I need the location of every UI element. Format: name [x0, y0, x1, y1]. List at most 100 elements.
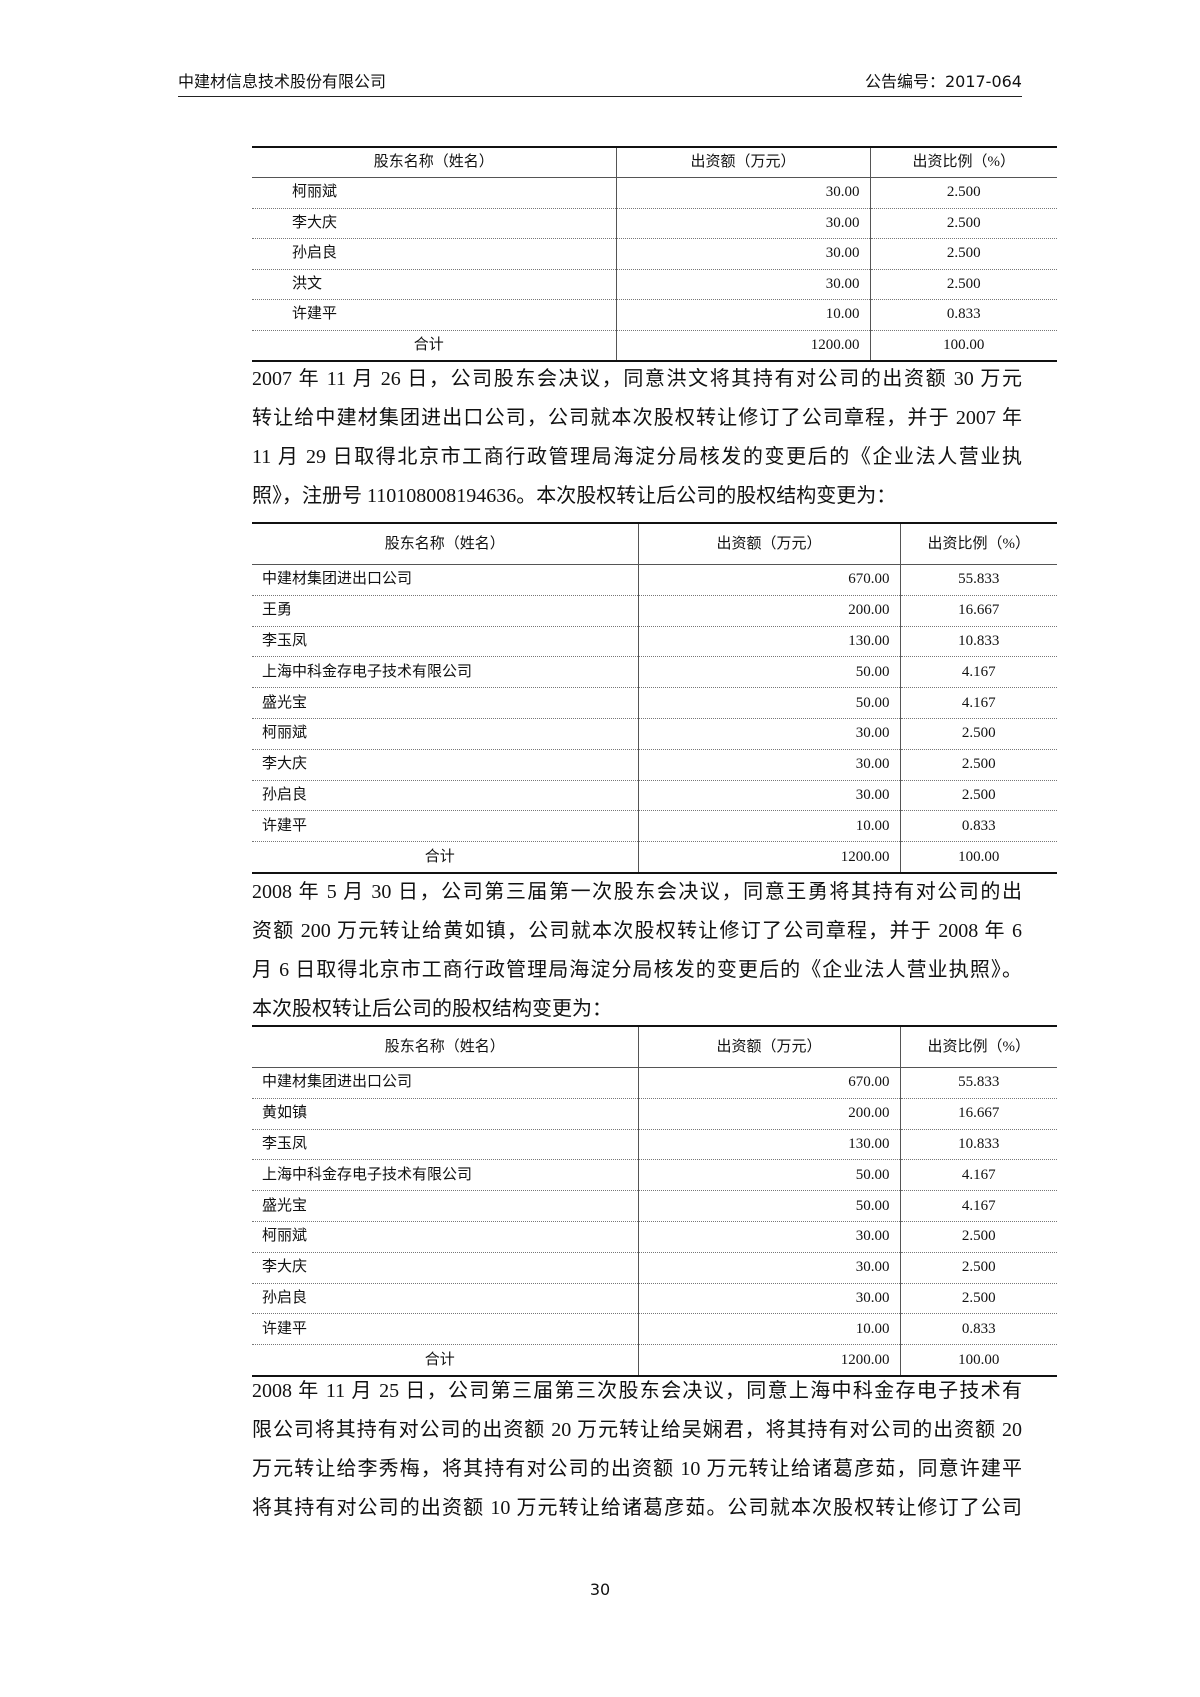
shareholder-table: 股东名称（姓名） 出资额（万元） 出资比例（%） 柯丽斌 30.00 2.500 李大庆 30… [252, 146, 1057, 362]
ratio: 0.833 [869, 299, 1057, 331]
table-row: 许建平 10.00 0.833 [252, 810, 1057, 843]
amount: 50.00 [637, 1190, 900, 1222]
ratio: 100.00 [899, 841, 1057, 874]
table-row: 柯丽斌 30.00 2.500 [252, 177, 1057, 209]
text-line: 资额 200 万元转让给黄如镇，公司就本次股权转让修订了公司章程，并于 2008… [252, 920, 1022, 942]
amount: 30.00 [615, 238, 870, 270]
header-row: 股东名称（姓名） 出资额（万元） 出资比例（%） [252, 1026, 1057, 1068]
table-row: 王勇 200.00 16.667 [252, 595, 1057, 627]
header-rule [178, 96, 1022, 97]
shareholder-name: 孙启良 [252, 238, 616, 270]
ratio: 55.833 [899, 564, 1057, 596]
ratio: 2.500 [899, 749, 1057, 781]
shareholder-name: 李玉凤 [252, 626, 638, 658]
amount: 1200.00 [637, 1344, 900, 1377]
shareholder-name: 许建平 [252, 1313, 638, 1346]
table-row: 洪文 30.00 2.500 [252, 269, 1057, 300]
ratio: 4.167 [899, 687, 1057, 719]
text-line: 11 月 29 日取得北京市工商行政管理局海淀分局核发的变更后的《企业法人营业执 [252, 446, 1022, 468]
text-line: 2007 年 11 月 26 日，公司股东会决议，同意洪文将其持有对公司的出资额… [252, 368, 1022, 390]
table-row: 黄如镇 200.00 16.667 [252, 1098, 1057, 1130]
shareholder-name: 许建平 [252, 299, 616, 331]
ratio: 2.500 [869, 269, 1057, 300]
shareholder-name: 李大庆 [252, 1252, 638, 1284]
amount: 130.00 [637, 626, 900, 658]
ratio: 2.500 [899, 1283, 1057, 1315]
table-row: 合计 1200.00 100.00 [252, 330, 1057, 362]
shareholder-name: 柯丽斌 [252, 1221, 638, 1253]
table-row: 柯丽斌 30.00 2.500 [252, 718, 1057, 750]
text-line: 转让给中建材集团进出口公司，公司就本次股权转让修订了公司章程，并于 2007 年 [252, 407, 1022, 429]
shareholder-name: 合计 [252, 841, 638, 874]
table-row: 盛光宝 50.00 4.167 [252, 1190, 1057, 1222]
table-row: 孙启良 30.00 2.500 [252, 238, 1057, 270]
paragraph: 2008 年 5 月 30 日，公司第三届第一次股东会决议，同意王勇将其持有对公… [252, 873, 1022, 1029]
ratio: 2.500 [869, 238, 1057, 270]
ratio: 100.00 [869, 330, 1057, 362]
text-line: 2008 年 11 月 25 日，公司第三届第三次股东会决议，同意上海中科金存电… [252, 1380, 1022, 1402]
amount: 50.00 [637, 1159, 900, 1192]
shareholder-name: 盛光宝 [252, 1190, 638, 1222]
amount: 30.00 [637, 718, 900, 750]
shareholder-table: 股东名称（姓名） 出资额（万元） 出资比例（%） 中建材集团进出口公司 670.00 55… [252, 522, 1057, 874]
header-company: 中建材信息技术股份有限公司 [178, 72, 387, 91]
shareholder-name: 王勇 [252, 595, 638, 627]
ratio: 0.833 [899, 1313, 1057, 1346]
amount: 670.00 [637, 1067, 900, 1099]
amount: 10.00 [637, 1313, 900, 1346]
amount: 130.00 [637, 1129, 900, 1161]
shareholder-name: 中建材集团进出口公司 [252, 1067, 638, 1099]
ratio: 4.167 [899, 656, 1057, 689]
shareholder-name: 洪文 [252, 269, 616, 300]
shareholder-name: 孙启良 [252, 1283, 638, 1315]
amount: 30.00 [615, 177, 870, 209]
text-line: 本次股权转让后公司的股权结构变更为： [252, 998, 612, 1020]
shareholder-name: 许建平 [252, 810, 638, 843]
ratio: 2.500 [899, 1221, 1057, 1253]
table-row: 中建材集团进出口公司 670.00 55.833 [252, 1067, 1057, 1099]
amount: 30.00 [637, 1252, 900, 1284]
shareholder-name: 黄如镇 [252, 1098, 638, 1130]
shareholder-name: 李大庆 [252, 208, 616, 239]
ratio: 10.833 [899, 626, 1057, 658]
shareholder-name: 中建材集团进出口公司 [252, 564, 638, 596]
column-header: 股东名称（姓名） [252, 523, 638, 565]
column-header: 出资额（万元） [615, 147, 870, 178]
amount: 50.00 [637, 656, 900, 689]
shareholder-name: 柯丽斌 [252, 177, 616, 209]
column-header: 出资比例（%） [899, 1026, 1057, 1068]
ratio: 4.167 [899, 1190, 1057, 1222]
amount: 10.00 [637, 810, 900, 843]
shareholder-name: 合计 [252, 1344, 638, 1377]
ratio: 2.500 [869, 208, 1057, 239]
table-row: 盛光宝 50.00 4.167 [252, 687, 1057, 719]
ratio: 16.667 [899, 595, 1057, 627]
ratio: 55.833 [899, 1067, 1057, 1099]
shareholder-name: 合计 [252, 330, 616, 362]
table-row: 许建平 10.00 0.833 [252, 1313, 1057, 1346]
table-row: 上海中科金存电子技术有限公司 50.00 4.167 [252, 656, 1057, 689]
amount: 30.00 [615, 208, 870, 239]
text-line: 万元转让给李秀梅，将其持有对公司的出资额 10 万元转让给诸葛彦茹，同意许建平 [252, 1458, 1022, 1480]
ratio: 2.500 [899, 718, 1057, 750]
text-line: 2008 年 5 月 30 日，公司第三届第一次股东会决议，同意王勇将其持有对公… [252, 881, 1022, 903]
shareholder-table: 股东名称（姓名） 出资额（万元） 出资比例（%） 中建材集团进出口公司 670.00 55… [252, 1025, 1057, 1377]
table-row: 柯丽斌 30.00 2.500 [252, 1221, 1057, 1253]
column-header: 出资比例（%） [899, 523, 1057, 565]
table-row: 上海中科金存电子技术有限公司 50.00 4.167 [252, 1159, 1057, 1192]
column-header: 出资额（万元） [637, 1026, 900, 1068]
amount: 670.00 [637, 564, 900, 596]
text-line: 限公司将其持有对公司的出资额 20 万元转让给吴娴君，将其持有对公司的出资额 2… [252, 1419, 1022, 1441]
shareholder-name: 柯丽斌 [252, 718, 638, 750]
table-row: 孙启良 30.00 2.500 [252, 1283, 1057, 1315]
shareholder-name: 李玉凤 [252, 1129, 638, 1161]
column-header: 出资额（万元） [637, 523, 900, 565]
column-header: 出资比例（%） [869, 147, 1057, 178]
ratio: 16.667 [899, 1098, 1057, 1130]
column-header: 股东名称（姓名） [252, 147, 616, 178]
table-row: 李玉凤 130.00 10.833 [252, 1129, 1057, 1161]
paragraph: 2008 年 11 月 25 日，公司第三届第三次股东会决议，同意上海中科金存电… [252, 1372, 1022, 1528]
ratio: 10.833 [899, 1129, 1057, 1161]
header-row: 股东名称（姓名） 出资额（万元） 出资比例（%） [252, 523, 1057, 565]
